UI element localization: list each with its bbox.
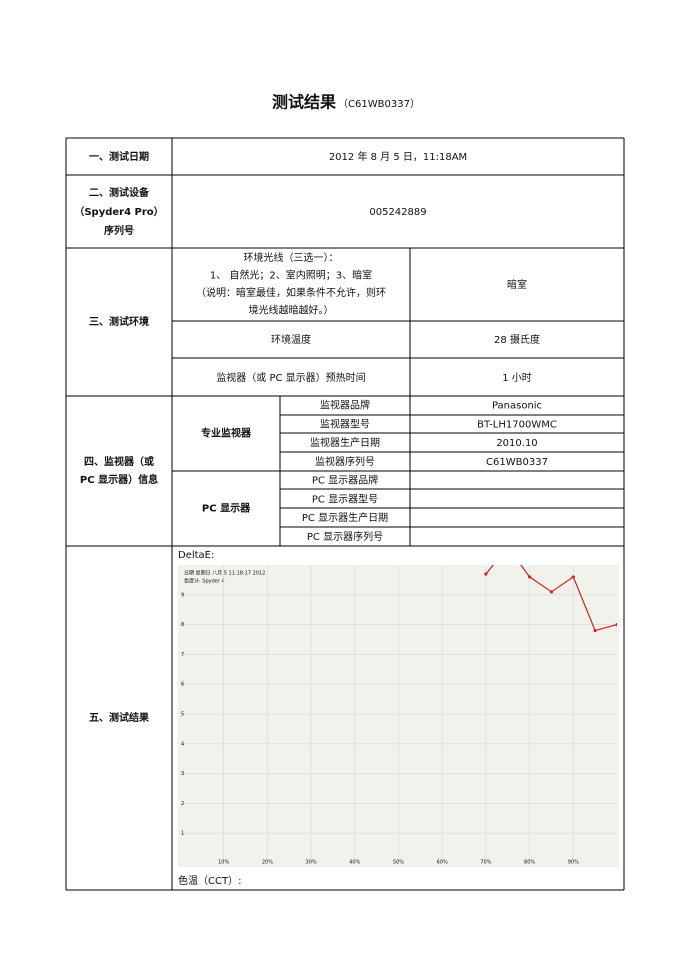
data-point: [593, 628, 597, 633]
cell-value: 1 小时: [502, 372, 532, 384]
chart-annotation: 日期 星期日 八月 5 11:18:17 2012: [184, 571, 265, 577]
data-point: [484, 572, 488, 576]
cell-label: 监视器型号: [320, 417, 370, 430]
cell-label: 监视器序列号: [315, 455, 375, 468]
row-label: 一、测试日期: [89, 150, 149, 163]
row-label: PC 显示器）信息: [80, 473, 158, 486]
table-borders: [65, 137, 625, 891]
x-tick-label: 20%: [262, 860, 273, 866]
footer-label: 色温（CCT）:: [178, 874, 241, 887]
y-tick-label: 1: [181, 831, 184, 837]
x-tick-label: 40%: [349, 860, 360, 866]
cell-label: PC 显示器序列号: [307, 530, 383, 543]
cell-label: PC 显示器型号: [312, 492, 378, 505]
data-point: [528, 575, 532, 579]
y-tick-label: 3: [181, 771, 184, 777]
x-tick-label: 90%: [568, 860, 579, 866]
chart-annotation: 色度计: Spyder 4: [184, 578, 225, 585]
cell-value: BT-LH1700WMC: [477, 419, 557, 430]
cell-text: 环境光线（三选一）：: [244, 251, 339, 264]
cell-value: 暗室: [507, 278, 527, 291]
cell-value: 28 摄氏度: [494, 333, 540, 346]
cell-label: 环境温度: [271, 333, 311, 346]
row-label: （Spyder4 Pro）: [74, 205, 163, 218]
x-tick-label: 80%: [524, 860, 535, 866]
x-tick-label: 10%: [218, 860, 229, 866]
page-title-code: （C61WB0337）: [338, 98, 420, 110]
y-tick-label: 8: [181, 622, 184, 628]
y-tick-label: 2: [181, 801, 184, 807]
cell-label: 监视器品牌: [320, 399, 370, 412]
cell-value: 005242889: [369, 207, 426, 218]
x-tick-label: 70%: [480, 860, 491, 866]
group-label: 专业监视器: [201, 427, 252, 440]
y-tick-label: 7: [181, 652, 184, 658]
y-tick-label: 5: [181, 712, 184, 718]
row-label: 三、测试环境: [89, 315, 149, 328]
x-tick-label: 30%: [306, 860, 317, 866]
cell-label: PC 显示器生产日期: [302, 511, 388, 524]
cell-value: C61WB0337: [486, 457, 548, 468]
x-tick-label: 50%: [393, 860, 404, 866]
cell-label: 监视器（或 PC 显示器）预热时间: [216, 371, 365, 384]
y-tick-label: 4: [181, 741, 184, 747]
cell-value: 2012 年 8 月 5 日，11:18AM: [329, 150, 467, 163]
row-label: 五、测试结果: [89, 711, 150, 724]
row-label: 二、测试设备: [89, 186, 150, 199]
x-tick-label: 60%: [437, 860, 448, 866]
cell-text: 境光线越暗越好。）: [249, 304, 334, 317]
data-point: [549, 590, 554, 594]
chart-title: DeltaE:: [178, 550, 214, 561]
cell-label: 监视器生产日期: [310, 436, 380, 449]
row-label: 四、监视器（或: [84, 455, 154, 468]
data-point: [615, 623, 617, 627]
cell-value: Panasonic: [492, 401, 542, 412]
y-tick-label: 6: [181, 682, 184, 688]
cell-text: （说明：暗室最佳，如果条件不允许，则环: [196, 286, 386, 299]
row-label: 序列号: [104, 224, 134, 237]
cell-value: 2010.10: [496, 438, 537, 449]
data-point: [571, 575, 575, 579]
y-tick-label: 9: [181, 592, 184, 598]
cell-label: PC 显示器品牌: [312, 474, 378, 487]
group-label: PC 显示器: [202, 503, 251, 515]
cell-text: 1、 自然光；2、室内照明；3、暗室: [210, 269, 372, 282]
page-title: 测试结果: [272, 93, 336, 112]
